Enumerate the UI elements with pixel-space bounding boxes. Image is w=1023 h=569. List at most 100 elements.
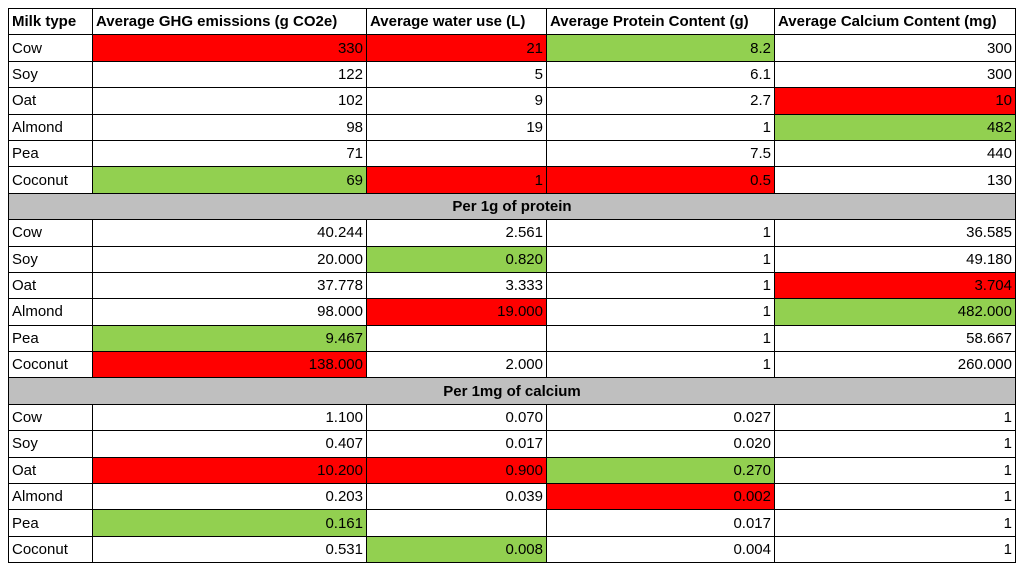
cell: 1 (546, 324, 775, 353)
cell: 1 (546, 113, 775, 141)
cell: 6.1 (546, 60, 775, 89)
cell: 0.531 (92, 535, 367, 564)
table-body: Milk type Average GHG emissions (g CO2e) A… (8, 7, 1016, 564)
highlight-cell: 482 (774, 113, 1016, 141)
cell: 1 (546, 245, 775, 273)
data-row: Coconut 69 1 0.5 130 (8, 166, 1016, 194)
data-row: Cow 40.244 2.561 1 36.585 (8, 219, 1016, 247)
header-cell: Milk type (8, 7, 93, 36)
cell: 0.004 (546, 535, 775, 564)
data-row: Coconut 138.000 2.000 1 260.000 (8, 351, 1016, 379)
row-label: Oat (8, 271, 93, 300)
cell: 300 (774, 34, 1016, 62)
row-label: Cow (8, 219, 93, 247)
cell: 260.000 (774, 351, 1016, 379)
highlight-cell: 19.000 (366, 298, 547, 326)
data-row: Oat 37.778 3.333 1 3.704 (8, 271, 1016, 300)
empty-cell (366, 139, 547, 168)
section-row: Per 1g of protein (8, 192, 1016, 221)
highlight-cell: 21 (366, 34, 547, 62)
row-label: Almond (8, 298, 93, 326)
highlight-cell: 138.000 (92, 351, 367, 379)
row-label: Soy (8, 430, 93, 458)
section-row: Per 1mg of calcium (8, 377, 1016, 405)
highlight-cell: 1 (366, 166, 547, 194)
header-cell: Average GHG emissions (g CO2e) (92, 7, 367, 36)
highlight-cell: 10.200 (92, 456, 367, 485)
row-label: Coconut (8, 351, 93, 379)
cell: 1 (546, 271, 775, 300)
row-label: Soy (8, 60, 93, 89)
cell: 1 (774, 509, 1016, 537)
row-label: Soy (8, 245, 93, 273)
cell: 440 (774, 139, 1016, 168)
empty-cell (366, 509, 547, 537)
row-label: Coconut (8, 166, 93, 194)
cell: 0.027 (546, 403, 775, 432)
cell: 0.203 (92, 483, 367, 511)
data-row: Cow 330 21 8.2 300 (8, 34, 1016, 62)
cell: 0.039 (366, 483, 547, 511)
cell: 122 (92, 60, 367, 89)
data-row: Soy 122 5 6.1 300 (8, 60, 1016, 89)
highlight-cell: 0.270 (546, 456, 775, 485)
cell: 1 (546, 298, 775, 326)
highlight-cell: 0.5 (546, 166, 775, 194)
highlight-cell: 0.820 (366, 245, 547, 273)
cell: 2.7 (546, 87, 775, 115)
cell: 300 (774, 60, 1016, 89)
empty-cell (366, 324, 547, 353)
highlight-cell: 482.000 (774, 298, 1016, 326)
cell: 0.017 (366, 430, 547, 458)
highlight-cell: 0.900 (366, 456, 547, 485)
cell: 36.585 (774, 219, 1016, 247)
section-title: Per 1g of protein (8, 192, 1016, 221)
cell: 20.000 (92, 245, 367, 273)
cell: 1 (546, 351, 775, 379)
cell: 9 (366, 87, 547, 115)
row-label: Cow (8, 34, 93, 62)
cell: 3.333 (366, 271, 547, 300)
header-cell: Average water use (L) (366, 7, 547, 36)
cell: 98 (92, 113, 367, 141)
cell: 0.020 (546, 430, 775, 458)
cell: 40.244 (92, 219, 367, 247)
cell: 1 (546, 219, 775, 247)
row-label: Pea (8, 509, 93, 537)
data-row: Cow 1.100 0.070 0.027 1 (8, 403, 1016, 432)
cell: 98.000 (92, 298, 367, 326)
highlight-cell: 9.467 (92, 324, 367, 353)
highlight-cell: 3.704 (774, 271, 1016, 300)
highlight-cell: 0.002 (546, 483, 775, 511)
row-label: Pea (8, 324, 93, 353)
data-row: Soy 0.407 0.017 0.020 1 (8, 430, 1016, 458)
data-row: Coconut 0.531 0.008 0.004 1 (8, 535, 1016, 564)
data-row: Almond 0.203 0.039 0.002 1 (8, 483, 1016, 511)
cell: 7.5 (546, 139, 775, 168)
header-row: Milk type Average GHG emissions (g CO2e) A… (8, 7, 1016, 36)
highlight-cell: 69 (92, 166, 367, 194)
cell: 37.778 (92, 271, 367, 300)
cell: 1 (774, 456, 1016, 485)
data-row: Almond 98.000 19.000 1 482.000 (8, 298, 1016, 326)
cell: 0.407 (92, 430, 367, 458)
cell: 5 (366, 60, 547, 89)
data-row: Soy 20.000 0.820 1 49.180 (8, 245, 1016, 273)
cell: 1 (774, 483, 1016, 511)
cell: 58.667 (774, 324, 1016, 353)
data-row: Almond 98 19 1 482 (8, 113, 1016, 141)
cell: 2.000 (366, 351, 547, 379)
data-row: Pea 9.467 1 58.667 (8, 324, 1016, 353)
data-row: Oat 102 9 2.7 10 (8, 87, 1016, 115)
row-label: Oat (8, 456, 93, 485)
header-cell: Average Calcium Content (mg) (774, 7, 1016, 36)
cell: 1.100 (92, 403, 367, 432)
header-cell: Average Protein Content (g) (546, 7, 775, 36)
row-label: Cow (8, 403, 93, 432)
data-row: Pea 0.161 0.017 1 (8, 509, 1016, 537)
cell: 1 (774, 535, 1016, 564)
row-label: Almond (8, 113, 93, 141)
cell: 1 (774, 430, 1016, 458)
cell: 71 (92, 139, 367, 168)
